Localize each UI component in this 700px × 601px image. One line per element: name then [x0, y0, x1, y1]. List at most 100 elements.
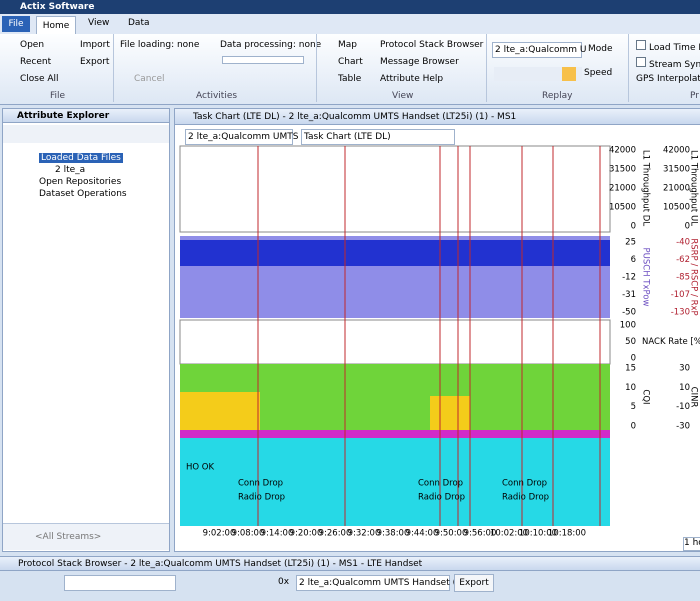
ribbon-button[interactable]: Recent: [20, 57, 52, 67]
time-tick-label: 9:38:00: [377, 529, 410, 539]
separator: [113, 34, 114, 102]
separator: [486, 34, 487, 102]
axis-label: L1 Throughput DL: [641, 150, 651, 226]
stream-dropdown[interactable]: 2 lte_a:Qualcomm UMTS: [185, 129, 298, 145]
right-tick-label: 21000: [663, 184, 690, 194]
tab[interactable]: Data: [128, 18, 150, 28]
stream-dropdown[interactable]: 2 lte_a:Qualcomm UMTS Handset (LT: [296, 575, 465, 591]
option-label[interactable]: GPS Interpolatio: [636, 74, 700, 84]
time-tick-label: 9:20:00: [290, 529, 323, 539]
attribute-explorer: Attribute Explorer Loaded Data Files 2 l…: [2, 108, 170, 552]
ribbon-button[interactable]: Protocol Stack Browser: [380, 40, 484, 50]
window-title: Task Chart (LTE DL) - 2 lte_a:Qualcomm U…: [175, 109, 700, 125]
right-tick-label: -10: [676, 402, 690, 412]
time-tick-label: 9:56:00: [464, 529, 497, 539]
serving-cell-band: [180, 430, 610, 438]
tree-item[interactable]: 2 lte_a: [55, 165, 86, 175]
status-text: Data processing: none: [220, 40, 322, 50]
ribbon-button[interactable]: Table: [338, 74, 362, 84]
right-tick-label: 0: [685, 222, 690, 232]
tree-item[interactable]: Loaded Data Files: [39, 153, 123, 163]
playback-controls[interactable]: [494, 67, 582, 81]
time-tick-label: 9:50:00: [435, 529, 468, 539]
right-tick-label: -62: [676, 255, 690, 265]
task-chart: 4200031500210001050004200031500210001050…: [179, 145, 700, 539]
search-field[interactable]: [64, 575, 176, 591]
ribbon-button[interactable]: Map: [338, 40, 357, 50]
left-tick-label: -12: [622, 273, 636, 283]
time-tick-label: 9:32:00: [348, 529, 381, 539]
side-field[interactable]: 1 ho: [683, 537, 700, 551]
ribbon-button[interactable]: Speed: [584, 68, 613, 78]
count-label: 0x: [278, 577, 290, 587]
left-tick-label: 6: [631, 255, 636, 265]
chart-dropdown[interactable]: Task Chart (LTE DL): [301, 129, 455, 145]
event-label: HO OK: [186, 463, 214, 473]
left-tick-label: 5: [631, 402, 636, 412]
tree-item[interactable]: Open Repositories: [39, 177, 122, 187]
axis-label: NACK Rate [%]: [642, 337, 700, 347]
right-tick-label: -130: [671, 308, 690, 318]
ribbon-button[interactable]: Mode: [588, 44, 613, 54]
event-label: Conn Drop: [502, 479, 547, 489]
left-tick-label: 10500: [609, 203, 636, 213]
axis-label: CINR: [689, 387, 699, 408]
ribbon-button[interactable]: Close All: [20, 74, 59, 84]
right-tick-label: 10500: [663, 203, 690, 213]
left-tick-label: 100: [620, 321, 636, 331]
ribbon-button[interactable]: Export: [80, 57, 110, 67]
left-tick-label: -50: [622, 308, 636, 318]
title-bar: Actix Software: [0, 0, 700, 14]
event-label: Radio Drop: [238, 493, 285, 503]
time-tick-label: 9:26:00: [319, 529, 352, 539]
tab-bar: File Home View Data: [0, 14, 700, 35]
event-label: Conn Drop: [418, 479, 463, 489]
left-tick-label: 42000: [609, 146, 636, 156]
group-label: Activities: [196, 91, 238, 101]
nack-panel: [179, 319, 611, 365]
tab[interactable]: File: [2, 16, 30, 32]
separator: [316, 34, 317, 102]
left-tick-label: 0: [631, 222, 636, 232]
power-trace-band: [180, 240, 610, 266]
group-label: Pr: [690, 91, 699, 101]
export-button[interactable]: Export: [454, 574, 494, 592]
stream-dropdown[interactable]: 2 lte_a:Qualcomm U: [492, 42, 586, 58]
left-tick-label: 25: [625, 238, 636, 248]
ribbon-button[interactable]: Attribute Help: [380, 74, 444, 84]
ribbon-button[interactable]: Chart: [338, 57, 363, 67]
left-tick-label: 0: [631, 422, 636, 432]
option-label: Load Time Fil: [649, 43, 700, 53]
status-text: File loading: none: [120, 40, 200, 50]
time-tick-label: 9:08:00: [232, 529, 265, 539]
filter-field[interactable]: <All Streams>: [35, 532, 102, 542]
time-tick-label: 9:02:00: [203, 529, 236, 539]
play-button[interactable]: [562, 67, 576, 81]
event-label: Conn Drop: [238, 479, 283, 489]
ribbon-button[interactable]: Import: [80, 40, 110, 50]
right-tick-label: 10: [679, 383, 690, 393]
time-tick-label: 10:18:00: [548, 529, 586, 539]
cqi-band: [180, 392, 260, 430]
tab[interactable]: View: [88, 18, 110, 28]
time-tick-label: 10:02:00: [490, 529, 528, 539]
tree-item[interactable]: Dataset Operations: [39, 189, 127, 199]
left-tick-label: 31500: [609, 165, 636, 175]
window-title: Protocol Stack Browser - 2 lte_a:Qualcom…: [0, 557, 700, 571]
checkbox-option[interactable]: Stream Synch: [636, 57, 700, 70]
axis-label: CQI: [641, 389, 651, 404]
left-tick-label: -31: [622, 290, 636, 300]
right-tick-label: -30: [676, 422, 690, 432]
event-panel: [180, 438, 610, 526]
left-tick-label: 0: [631, 354, 636, 364]
ribbon-button[interactable]: Cancel: [134, 74, 165, 84]
progress-bar: [222, 56, 304, 64]
ribbon-button[interactable]: Open: [20, 40, 45, 50]
group-label: View: [392, 91, 414, 101]
tab[interactable]: Home: [36, 16, 76, 35]
checkbox-option[interactable]: Load Time Fil: [636, 40, 700, 53]
ribbon-button[interactable]: Message Browser: [380, 57, 459, 67]
cqi-band: [430, 396, 470, 430]
right-tick-label: 31500: [663, 165, 690, 175]
